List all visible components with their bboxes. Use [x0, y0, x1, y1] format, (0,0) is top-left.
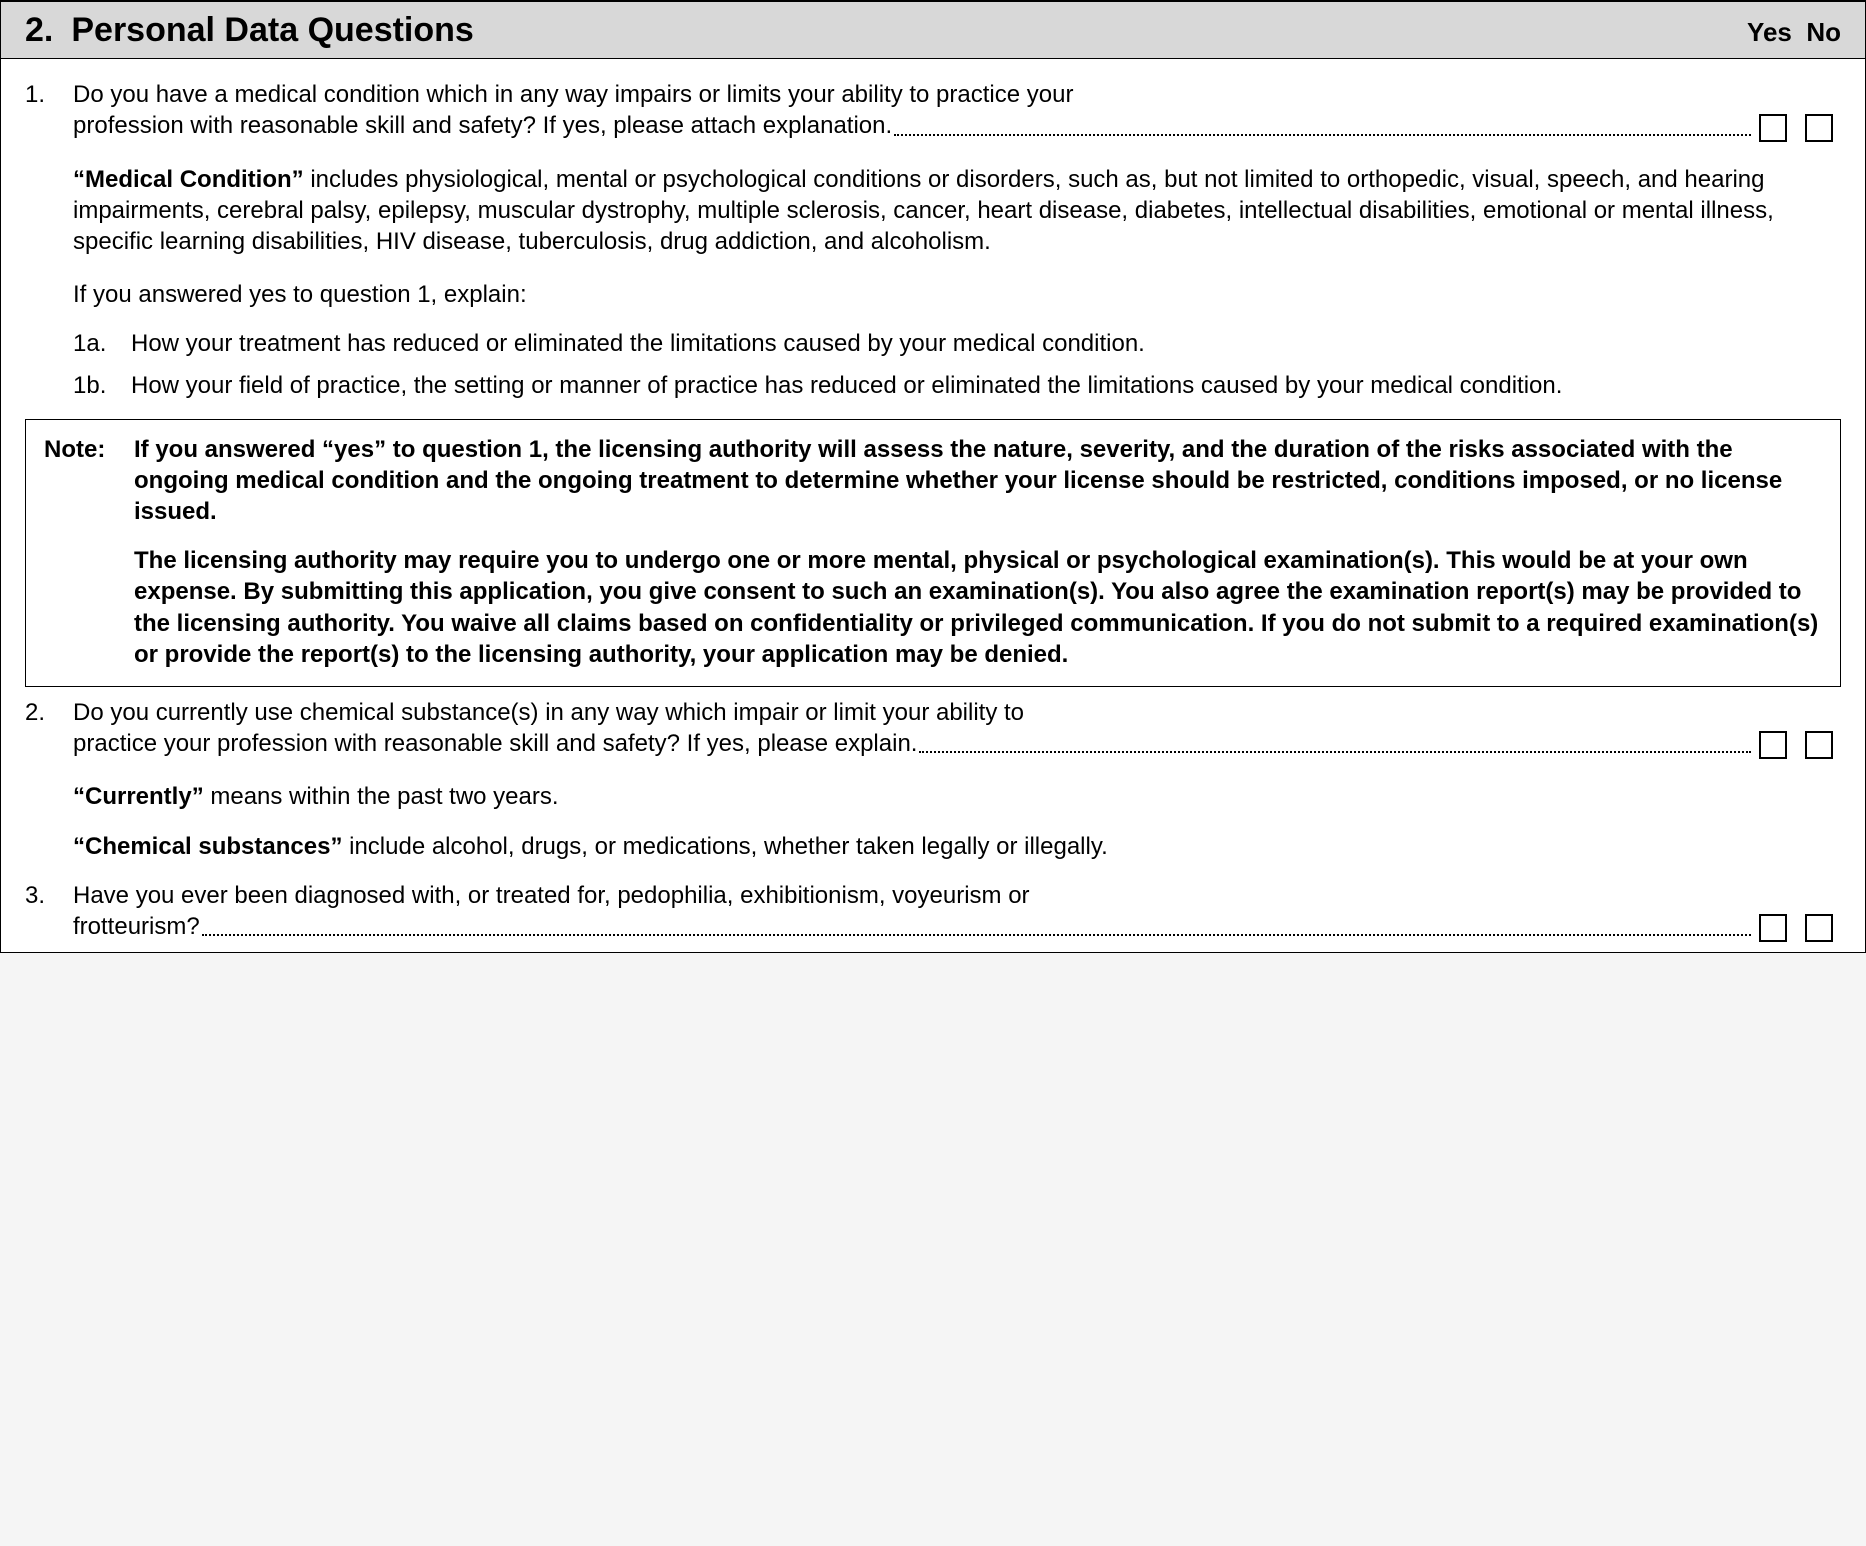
note-paragraph-2: The licensing authority may require you … [134, 545, 1822, 670]
yes-label: Yes [1747, 17, 1792, 47]
q1-text-line1: Do you have a medical condition which in… [73, 79, 1833, 110]
question-3: 3. Have you ever been diagnosed with, or… [25, 880, 1841, 942]
q1-sub-intro: If you answered yes to question 1, expla… [73, 279, 1833, 310]
yes-no-header: Yes No [1747, 16, 1841, 50]
q1b: 1b. How your field of practice, the sett… [73, 370, 1833, 401]
q1a-number: 1a. [73, 328, 131, 359]
chemical-def: include alcohol, drugs, or medications, … [342, 833, 1107, 860]
q2-no-checkbox[interactable] [1805, 731, 1833, 759]
q1b-text: How your field of practice, the setting … [131, 370, 1562, 401]
q3-text-line2: frotteurism? [73, 911, 200, 942]
no-label: No [1806, 17, 1841, 47]
q1-number: 1. [25, 79, 73, 110]
q2-currently-definition: “Currently” means within the past two ye… [73, 781, 1833, 812]
note-body: If you answered “yes” to question 1, the… [134, 434, 1822, 670]
chemical-term: “Chemical substances” [73, 833, 342, 860]
note-label: Note: [44, 434, 134, 670]
q1-yes-checkbox[interactable] [1759, 114, 1787, 142]
q2-chemical-definition: “Chemical substances” include alcohol, d… [73, 831, 1833, 862]
q3-number: 3. [25, 880, 73, 911]
note-paragraph-1: If you answered “yes” to question 1, the… [134, 434, 1822, 528]
form-page: 2. Personal Data Questions Yes No 1. Do … [0, 0, 1866, 953]
q2-text-line1: Do you currently use chemical substance(… [73, 697, 1833, 728]
q1-medical-condition-definition: “Medical Condition” includes physiologic… [73, 164, 1833, 258]
q1-text-line2: profession with reasonable skill and saf… [73, 110, 892, 141]
section-content: 1. Do you have a medical condition which… [1, 59, 1865, 952]
question-1: 1. Do you have a medical condition which… [25, 79, 1841, 687]
medical-condition-def: includes physiological, mental or psycho… [73, 166, 1774, 255]
q2-text-line2: practice your profession with reasonable… [73, 728, 917, 759]
q3-text-line1: Have you ever been diagnosed with, or tr… [73, 880, 1833, 911]
q1a: 1a. How your treatment has reduced or el… [73, 328, 1833, 359]
section-header: 2. Personal Data Questions Yes No [1, 0, 1865, 59]
q3-no-checkbox[interactable] [1805, 914, 1833, 942]
q2-number: 2. [25, 697, 73, 728]
dot-leader [202, 934, 1751, 936]
dot-leader [919, 751, 1751, 753]
q3-yes-checkbox[interactable] [1759, 914, 1787, 942]
currently-def: means within the past two years. [204, 783, 559, 810]
q2-yes-checkbox[interactable] [1759, 731, 1787, 759]
dot-leader [894, 134, 1751, 136]
section-number: 2. [25, 8, 53, 52]
q1a-text: How your treatment has reduced or elimin… [131, 328, 1145, 359]
medical-condition-term: “Medical Condition” [73, 166, 304, 193]
section-title: Personal Data Questions [71, 8, 1747, 52]
q1b-number: 1b. [73, 370, 131, 401]
q1-no-checkbox[interactable] [1805, 114, 1833, 142]
currently-term: “Currently” [73, 783, 204, 810]
question-2: 2. Do you currently use chemical substan… [25, 697, 1841, 862]
q1-note-box: Note: If you answered “yes” to question … [25, 419, 1841, 687]
